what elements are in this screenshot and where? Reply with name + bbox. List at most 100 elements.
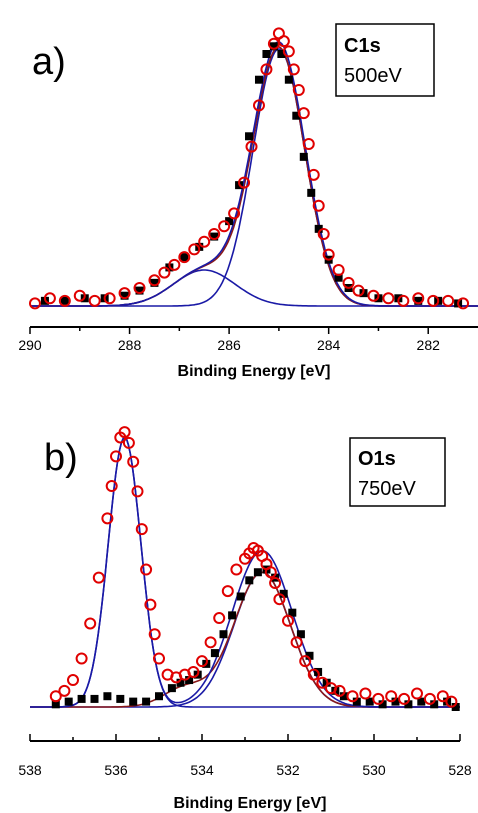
panel-b-square-point [210, 649, 219, 658]
panel-b-square-point [253, 568, 262, 577]
panel-a-square-point [262, 50, 271, 58]
panel-a-circle-point [28, 297, 41, 310]
panel-b-square-point [245, 576, 254, 585]
panel-b-circle-point [346, 690, 359, 703]
panel-b-square-point [296, 630, 305, 639]
panel-a-square-point [414, 296, 423, 305]
panel-a-square-point [292, 111, 301, 120]
panel-b-circle-point [122, 436, 135, 449]
panel-b-circle-point [204, 636, 217, 649]
panel-a-box-title: C1s [344, 35, 381, 57]
panel-a-circle-point [332, 264, 345, 276]
panel-a-square-point [150, 278, 159, 287]
panel-b-circle-point [127, 455, 140, 468]
panel-b-tick-label: 538 [18, 762, 42, 778]
panel-b-fit-curve-2 [30, 571, 460, 708]
panel-b-circle-point [67, 674, 79, 687]
panel-b-box-subtitle: 750eV [358, 478, 416, 500]
panel-a-circle-point [103, 292, 116, 305]
panel-a-circle-point [158, 266, 171, 279]
panel-a-circle-point [297, 107, 310, 120]
panel-a-square-point [269, 42, 278, 51]
panel-a-circle-point [317, 228, 330, 240]
panel-b-circle-point [436, 690, 449, 703]
panel-b-circle-point [153, 652, 165, 665]
panel-a-tick-label: 288 [118, 337, 142, 353]
panel-b-square-point [279, 589, 288, 598]
panel-a-tick-label: 284 [317, 337, 341, 353]
panel-a-square-point [245, 132, 254, 141]
panel-b-square-point [116, 694, 125, 703]
panel-b-circle-point [299, 655, 312, 668]
panel-a-circle-point [302, 138, 315, 150]
panel-b-square-point [305, 651, 314, 660]
panel-a-circle-point [352, 284, 365, 297]
panel-a-circle-point [307, 168, 320, 181]
panel-a-circle-point [282, 45, 295, 58]
panel-a-tick-label: 286 [217, 337, 241, 353]
panel-b-circle-point [372, 692, 385, 705]
panel-a-circle-point [277, 35, 290, 48]
panel-a-circle-point [218, 220, 231, 233]
panel-b-square-point [64, 697, 73, 706]
panel-b-circle-point [144, 598, 157, 611]
panel-b-circle-point [148, 628, 161, 641]
panel-a-ticks: 290 288 286 284 282 [18, 327, 440, 353]
panel-b-label: b) [44, 437, 78, 479]
panel-a-square-point [60, 296, 69, 305]
panel-a-circle-point [397, 294, 410, 307]
panel-b-square-point [155, 692, 163, 701]
panel-b-square-point [378, 700, 387, 709]
panel-a-square-point [135, 286, 144, 295]
panel-a-label: a) [32, 41, 66, 83]
panel-b-square-point [228, 611, 237, 620]
panel-b-fit-curves [30, 436, 460, 708]
panel-b-box-title: O1s [358, 448, 396, 470]
panel-b-square-point [339, 692, 348, 701]
panel-b-square-point [365, 697, 374, 706]
panel-b-square-point [103, 692, 112, 701]
panel-b-circle-point [359, 687, 372, 700]
panel-b-circle-point [75, 652, 88, 665]
panel-b-circle-point [333, 684, 346, 697]
panel-a-circle-point [322, 248, 335, 261]
panel-b-circle-point [92, 571, 105, 584]
panel-a-circle-point [245, 140, 258, 153]
panel-a-circle-point [198, 235, 211, 248]
panel-b-circle-point [385, 690, 398, 703]
panel-b-tick-label: 534 [190, 762, 214, 778]
panel-a-tick-label: 282 [417, 337, 441, 353]
panel-a-info-box [335, 23, 435, 97]
panel-a-circle-point [43, 292, 56, 305]
panel-b-data-points [49, 426, 460, 711]
panel-a-square-point [120, 291, 129, 300]
panel-a-circle-point [73, 289, 86, 302]
panel-a-square-point [299, 152, 308, 161]
panel-a-square-point [314, 224, 323, 233]
panel-b-circle-point [84, 617, 97, 630]
panel-b-circle-point [307, 668, 320, 681]
panel-b-circle-point [131, 485, 144, 498]
panel-a-circle-point [457, 297, 470, 310]
panel-b-square-point [430, 700, 439, 709]
panel-a-circle-point [178, 251, 191, 264]
panel-b-circle-point [135, 523, 148, 536]
panel-a-circle-point [367, 289, 380, 302]
panel-a-circle-point [427, 294, 440, 307]
panel-a-square-point [254, 75, 263, 84]
panel-b-square-point [219, 630, 228, 639]
panel-b-square-point [185, 676, 194, 685]
panel-b-circle-point [445, 695, 458, 708]
panel-a-fit-curve-2 [30, 269, 478, 307]
panel-a-circle-point [88, 294, 101, 307]
panel-b-square-point [352, 697, 361, 706]
panel-a-circle-point [260, 63, 273, 76]
panel-a-circle-point [382, 292, 395, 305]
panel-b-tick-label: 528 [448, 762, 472, 778]
panel-b-circle-point [105, 479, 118, 492]
panel-b-circle-point [273, 593, 286, 606]
panel-b-square-point [167, 684, 176, 693]
panel-b-tick-label: 536 [104, 762, 128, 778]
panel-b-circle-point [118, 426, 131, 439]
panel-b-square-point [77, 694, 86, 703]
